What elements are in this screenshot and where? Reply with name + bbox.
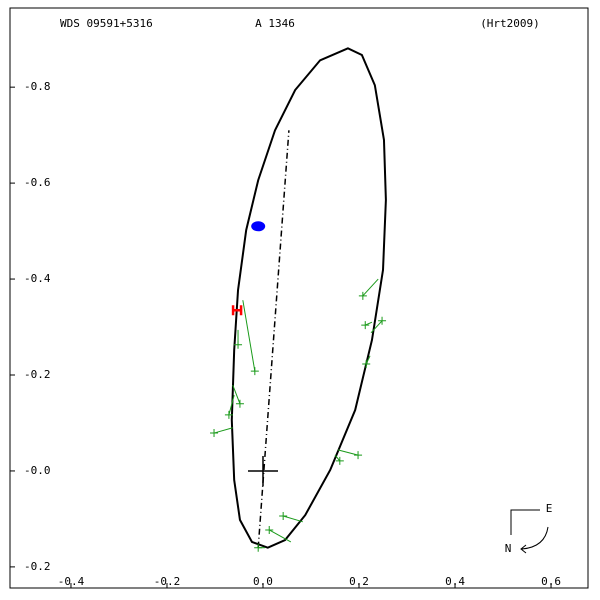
observation (358, 291, 367, 300)
observation (279, 512, 288, 521)
observation (235, 399, 244, 408)
residual-line (228, 395, 235, 415)
y-tick-label: -0.2 (24, 560, 51, 573)
residual-line (232, 384, 241, 404)
observation (335, 456, 344, 465)
residual-line (365, 355, 371, 365)
plot-frame (9, 7, 589, 589)
residual-line (362, 278, 379, 297)
residual-line (370, 320, 383, 334)
observation (210, 429, 219, 438)
x-tick-label: 0.4 (445, 575, 465, 588)
compass-east: E (546, 502, 553, 515)
y-tick-label: -0.8 (24, 80, 51, 93)
x-tick-label: 0.6 (541, 575, 561, 588)
compass-north: N (505, 542, 512, 555)
x-tick-label: 0.2 (349, 575, 369, 588)
current-position (251, 221, 266, 232)
y-tick-label: -0.2 (24, 368, 51, 381)
y-tick-label: -0.0 (24, 464, 51, 477)
header-left: WDS 09591+5316 (60, 17, 153, 30)
compass-frame (510, 509, 540, 535)
residual-line (268, 529, 292, 543)
y-tick-label: -0.4 (24, 272, 51, 285)
observation (224, 410, 233, 419)
x-tick-label: 0.0 (253, 575, 273, 588)
observation (234, 340, 243, 349)
residual-line (334, 454, 341, 462)
residual-line (337, 449, 359, 456)
residual-line (242, 300, 256, 372)
y-tick-label: -0.6 (24, 176, 51, 189)
observation (362, 359, 371, 368)
x-tick-label: -0.4 (58, 575, 85, 588)
primary-star (247, 455, 278, 486)
x-tick-label: -0.2 (154, 575, 181, 588)
header-center: A 1346 (255, 17, 295, 30)
compass-arrow (520, 526, 549, 554)
observation (378, 316, 387, 325)
orbit (230, 47, 387, 549)
observation (361, 321, 370, 330)
observation (354, 451, 363, 460)
observation (265, 525, 274, 534)
residual-line (213, 427, 233, 434)
first-observation (231, 305, 243, 316)
residual-line (283, 515, 303, 523)
observation (254, 543, 263, 552)
header-right: (Hrt2009) (480, 17, 540, 30)
observation (250, 367, 259, 376)
